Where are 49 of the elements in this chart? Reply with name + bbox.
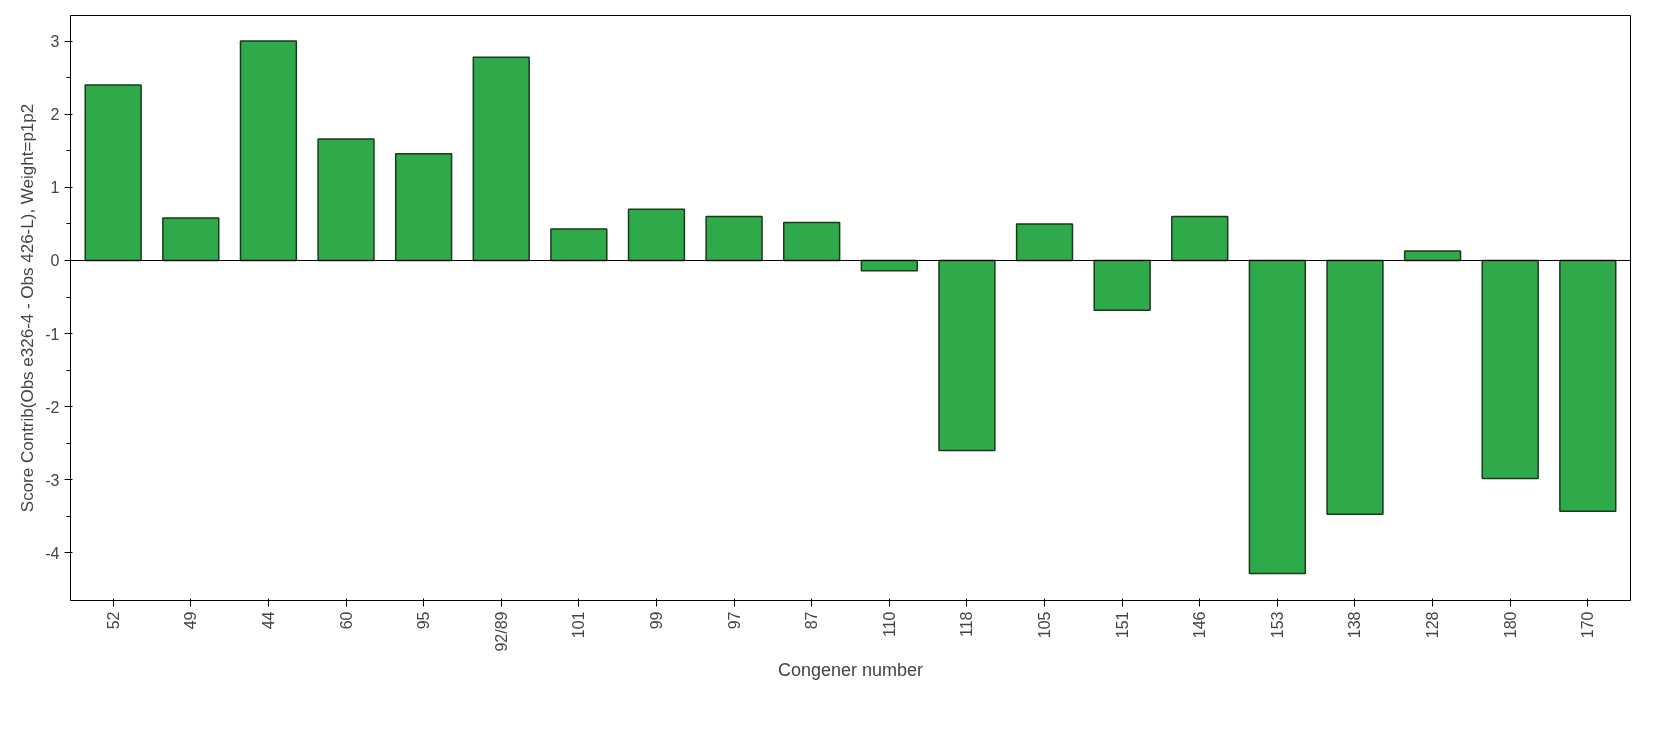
bar [1171,215,1229,262]
y-axis-title: Score Contrib(Obs e326-4 - Obs 426-L), Weight=p1p2 [18,103,38,513]
bar [705,215,763,262]
y-tick-label: 0 [50,252,60,270]
bar [239,40,298,262]
y-tick-label: -2 [45,398,60,416]
x-tick-label: 44 [259,611,277,630]
bar [1248,259,1307,575]
x-tick-label: 52 [104,611,122,630]
bar [783,221,841,262]
bar [627,208,686,262]
x-tick-label: 146 [1191,611,1209,639]
x-tick-label: 118 [958,611,976,638]
x-tick-label: 60 [337,611,355,630]
x-tick-label: 170 [1579,611,1597,639]
bar [317,138,375,262]
x-tick-label: 95 [415,611,433,630]
x-axis-title: Congener number [777,659,924,680]
bar [162,217,220,262]
bar [1093,259,1151,311]
y-tick-label: 2 [50,106,60,124]
x-tick-label: 151 [1113,611,1131,639]
x-tick-label: 92/89 [492,611,510,652]
y-tick-label: -1 [45,325,60,343]
y-tick-label: -3 [45,471,60,489]
x-tick-label: 153 [1268,611,1286,639]
x-tick-label: 105 [1036,611,1054,639]
x-tick-label: 101 [570,611,588,639]
y-tick-label: 1 [50,179,60,197]
x-tick-label: 128 [1424,611,1442,639]
x-tick-label: 180 [1501,611,1519,639]
bar [1559,259,1617,513]
y-tick-label: -4 [45,544,60,562]
x-tick-label: 110 [880,611,898,638]
y-tick-label: 3 [50,33,60,51]
bar [550,228,608,262]
bar [1403,250,1462,262]
x-tick-label: 97 [725,611,743,630]
bar [472,56,530,262]
bar [84,84,142,262]
x-tick-label: 87 [803,611,821,630]
bar [394,152,453,262]
bar [938,259,996,452]
bar [1481,259,1539,480]
x-tick-label: 49 [182,611,200,630]
bar [1326,259,1384,515]
x-tick-label: 138 [1346,611,1364,639]
bar [1015,223,1074,262]
x-tick-label: 99 [647,611,665,630]
